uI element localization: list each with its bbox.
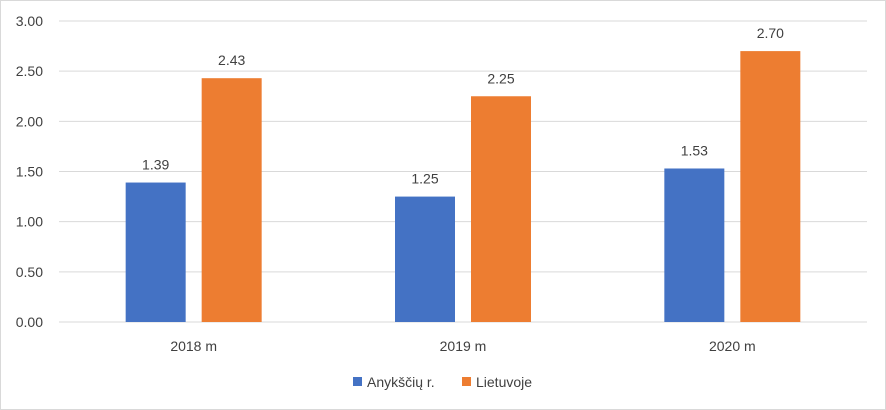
bar [664,168,725,322]
data-label: 1.53 [681,142,708,158]
x-axis-ticks: 2018 m 2019 m 2020 m [170,338,755,354]
bar [201,78,262,322]
legend-swatch [353,377,362,386]
x-tick-label: 2018 m [170,338,217,354]
y-tick-label: 0.50 [16,264,43,280]
gridlines [59,20,867,323]
y-tick-label: 2.00 [16,113,43,129]
data-label: 2.25 [487,70,514,86]
legend: Anykščių r. Lietuvoje [353,374,532,390]
data-label: 2.70 [757,25,784,41]
bar [125,182,186,322]
bar [395,196,455,322]
y-tick-label: 1.50 [16,164,43,180]
legend-label: Anykščių r. [367,374,435,390]
data-label: 2.43 [218,52,245,68]
legend-label: Lietuvoje [476,374,532,390]
y-axis-ticks: 0.00 0.50 1.00 1.50 2.00 2.50 3.00 [16,13,43,330]
y-tick-label: 1.00 [16,214,43,230]
bar [740,51,801,322]
x-tick-label: 2019 m [440,338,487,354]
data-label: 1.39 [142,157,169,173]
legend-swatch [462,377,471,386]
bars [125,51,801,322]
data-labels: 1.39 2.43 1.25 2.25 1.53 2.70 [142,25,784,186]
y-tick-label: 2.50 [16,63,43,79]
data-label: 1.25 [411,171,438,187]
y-tick-label: 0.00 [16,314,43,330]
x-tick-label: 2020 m [709,338,756,354]
y-tick-label: 3.00 [16,13,43,29]
bar [471,96,531,322]
